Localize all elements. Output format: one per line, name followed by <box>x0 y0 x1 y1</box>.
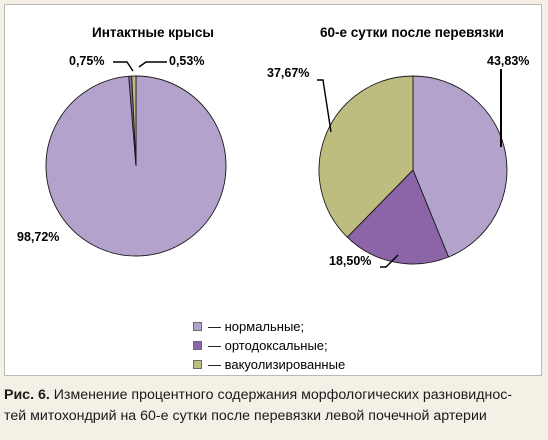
caption-figure-number: Рис. 6. <box>4 387 50 403</box>
pie-2-title: 60-е сутки после перевязки <box>320 25 504 40</box>
pie-2-slice-vacuolized <box>318 75 414 238</box>
charts-canvas: Интактные крысы 60-е сутки после перевяз… <box>17 25 529 268</box>
legend: — нормальные; — ортодоксальные; — вакуол… <box>193 317 345 374</box>
figure-panel: Интактные крысы 60-е сутки после перевяз… <box>4 4 542 376</box>
legend-item-orthodox: — ортодоксальные; <box>193 336 345 355</box>
pie-1-title: Интактные крысы <box>92 25 214 40</box>
legend-swatch-normal <box>193 322 202 331</box>
legend-label-orthodox: — ортодоксальные; <box>208 338 328 353</box>
figure-caption: Рис. 6. Изменение процентного содержания… <box>4 385 544 427</box>
pie-1-label-vacuolized: 0,75% <box>69 54 104 68</box>
pie-1-leader-vacuolized <box>113 61 134 72</box>
legend-swatch-vacuolized <box>193 360 202 369</box>
pie-1-label-normal: 98,72% <box>17 230 59 244</box>
pie-2-leader-vacuolized <box>317 79 332 133</box>
pie-2-label-orthodox: 18,50% <box>329 254 371 268</box>
caption-text-line-2: тей митохондрий на 60-е сутки после пере… <box>4 408 487 424</box>
pie-2-slice-normal <box>412 75 508 258</box>
pie-2-label-normal: 43,83% <box>487 54 529 68</box>
pie-1-slice-vacuolized <box>131 75 137 167</box>
legend-swatch-orthodox <box>193 341 202 350</box>
caption-text-line-1: Изменение процентного содержания морфоло… <box>49 387 513 403</box>
pie-1-label-orthodox: 0,53% <box>169 54 204 68</box>
legend-item-vacuolized: — вакуолизированные <box>193 355 345 374</box>
pie-2-label-vacuolized: 37,67% <box>267 66 309 80</box>
pie-2-slice-orthodox <box>346 169 450 265</box>
legend-label-vacuolized: — вакуолизированные <box>208 357 346 372</box>
pie-2: 43,83% 18,50% 37,67% <box>267 54 529 268</box>
pie-2-leader-orthodox <box>380 254 399 268</box>
legend-label-normal: — нормальные; <box>208 319 305 334</box>
legend-item-normal: — нормальные; <box>193 317 345 336</box>
pie-1-leader-orthodox <box>138 61 167 68</box>
pie-1: 98,72% 0,53% 0,75% <box>17 54 227 257</box>
